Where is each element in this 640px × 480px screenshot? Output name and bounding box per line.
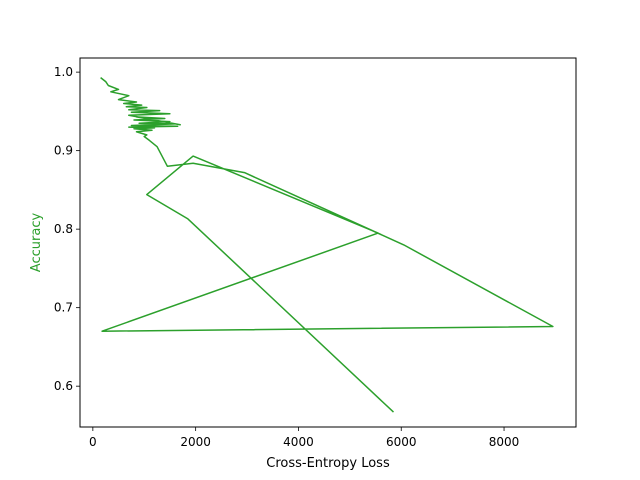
y-axis: 0.6 0.7 0.8 0.9 1.0 — [54, 65, 80, 393]
x-tick-label: 2000 — [180, 435, 211, 449]
x-axis: 0 2000 4000 6000 8000 — [89, 427, 519, 449]
y-tick-label: 0.6 — [54, 379, 73, 393]
y-tick-label: 0.7 — [54, 301, 73, 315]
x-tick-label: 8000 — [489, 435, 520, 449]
plot-frame — [79, 57, 577, 428]
plot-area — [100, 77, 554, 413]
y-tick-label: 1.0 — [54, 65, 73, 79]
x-tick-label: 6000 — [386, 435, 417, 449]
x-tick-label: 0 — [89, 435, 97, 449]
y-tick-label: 0.9 — [54, 144, 73, 158]
y-axis-label: Accuracy — [29, 213, 44, 273]
x-axis-label: Cross-Entropy Loss — [266, 456, 390, 471]
y-tick-label: 0.8 — [54, 222, 73, 236]
series-line — [100, 77, 554, 413]
x-tick-label: 4000 — [283, 435, 314, 449]
